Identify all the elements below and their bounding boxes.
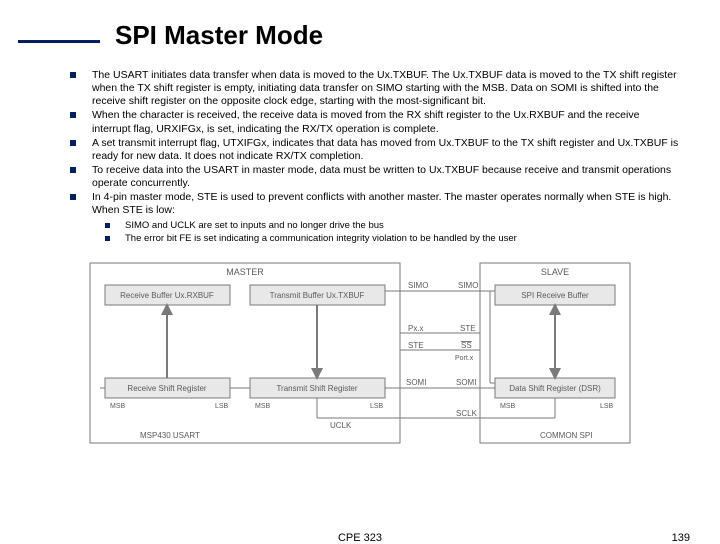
- common-label: COMMON SPI: [540, 431, 592, 440]
- ste-m: STE: [408, 341, 424, 350]
- main-bullets: The USART initiates data transfer when d…: [70, 69, 680, 217]
- bullet-item: To receive data into the USART in master…: [70, 164, 680, 190]
- uclk-label: UCLK: [330, 421, 352, 430]
- sub-bullet-item: The error bit FE is set indicating a com…: [105, 233, 690, 245]
- rx-buf-label: Receive Buffer Ux.RXBUF: [120, 291, 214, 300]
- footer-center: CPE 323: [338, 532, 382, 544]
- pxx-label: Px.x: [408, 324, 424, 333]
- bullet-item: In 4-pin master mode, STE is used to pre…: [70, 191, 680, 217]
- simo-s: SIMO: [458, 281, 478, 290]
- footer-page-number: 139: [672, 532, 690, 544]
- lsb2-label: LSB: [370, 403, 384, 410]
- bullet-item: A set transmit interrupt flag, UTXIFGx, …: [70, 137, 680, 163]
- master-label: MASTER: [226, 267, 264, 277]
- accent-bar: [18, 40, 100, 43]
- tx-buf-label: Transmit Buffer Ux.TXBUF: [270, 291, 365, 300]
- simo-m: SIMO: [408, 281, 428, 290]
- lsb3-label: LSB: [600, 403, 614, 410]
- spi-rx-buf-label: SPI Receive Buffer: [521, 291, 589, 300]
- somi-m: SOMI: [406, 378, 426, 387]
- spi-diagram: MASTER SLAVE Receive Buffer Ux.RXBUF Tra…: [80, 253, 640, 458]
- msb2-label: MSB: [255, 403, 271, 410]
- msb3-label: MSB: [500, 403, 516, 410]
- lsb-label: LSB: [215, 403, 229, 410]
- page-title: SPI Master Mode: [115, 20, 690, 51]
- sub-bullets: SIMO and UCLK are set to inputs and no l…: [105, 220, 690, 245]
- sub-bullet-item: SIMO and UCLK are set to inputs and no l…: [105, 220, 690, 232]
- ss-label: SS: [461, 341, 472, 350]
- portx-label: Port.x: [455, 355, 474, 362]
- bullet-item: The USART initiates data transfer when d…: [70, 69, 680, 108]
- somi-s: SOMI: [456, 378, 476, 387]
- msb-label: MSB: [110, 403, 126, 410]
- rx-shift-label: Receive Shift Register: [127, 384, 206, 393]
- slave-label: SLAVE: [541, 267, 569, 277]
- tx-shift-label: Transmit Shift Register: [276, 384, 357, 393]
- bullet-item: When the character is received, the rece…: [70, 109, 680, 135]
- msp430-label: MSP430 USART: [140, 431, 200, 440]
- data-shift-label: Data Shift Register (DSR): [509, 384, 601, 393]
- sclk-label: SCLK: [456, 409, 478, 418]
- ste-s: STE: [460, 324, 476, 333]
